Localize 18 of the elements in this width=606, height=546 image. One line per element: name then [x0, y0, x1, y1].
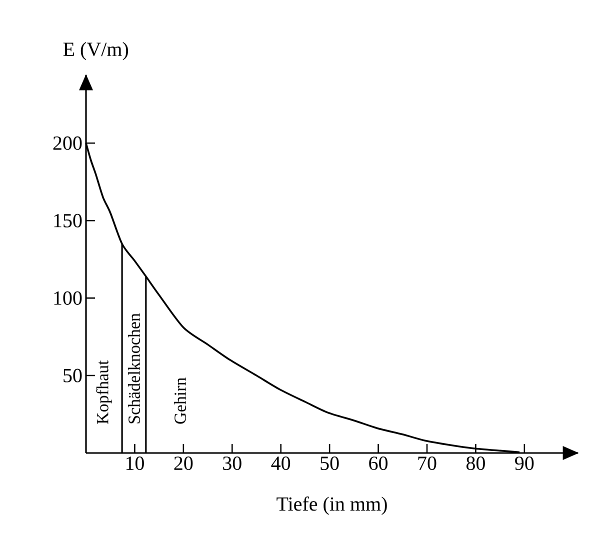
x-tick-label: 30	[223, 456, 242, 470]
x-tick-label: 80	[466, 456, 485, 470]
y-tick-label: 150	[54, 214, 82, 228]
annotation: Schädelknochen	[128, 313, 140, 424]
x-tick-label: 90	[515, 456, 534, 470]
y-tick-label: 200	[53, 136, 82, 150]
y-tick-label: 50	[64, 368, 82, 382]
x-tick-label: 50	[320, 456, 339, 470]
x-tick-label: 40	[271, 456, 290, 470]
y-axis-title: E (V/m)	[63, 42, 128, 60]
x-tick-label: 70	[418, 456, 436, 470]
x-tick-label: 60	[369, 456, 388, 470]
x-tick-label: 20	[174, 456, 193, 470]
x-tick-label: 10	[126, 456, 144, 470]
y-tick-label: 100	[54, 291, 82, 305]
annotation: Gehirn	[174, 377, 186, 424]
annotation: Kopfhaut	[96, 360, 112, 424]
x-axis-title: Tiefe (in mm)	[276, 496, 387, 515]
